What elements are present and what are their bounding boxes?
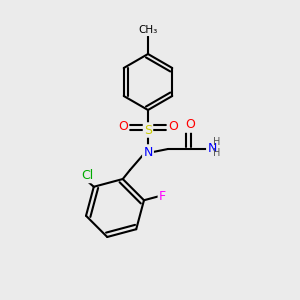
Text: F: F bbox=[159, 190, 166, 202]
Text: Cl: Cl bbox=[81, 169, 93, 182]
Text: O: O bbox=[185, 118, 195, 131]
Text: N: N bbox=[143, 146, 153, 158]
Text: O: O bbox=[168, 121, 178, 134]
Text: H: H bbox=[213, 148, 221, 158]
Text: O: O bbox=[118, 121, 128, 134]
Text: N: N bbox=[207, 142, 217, 154]
Text: H: H bbox=[213, 137, 221, 147]
Text: S: S bbox=[144, 124, 152, 136]
Text: CH₃: CH₃ bbox=[138, 25, 158, 35]
